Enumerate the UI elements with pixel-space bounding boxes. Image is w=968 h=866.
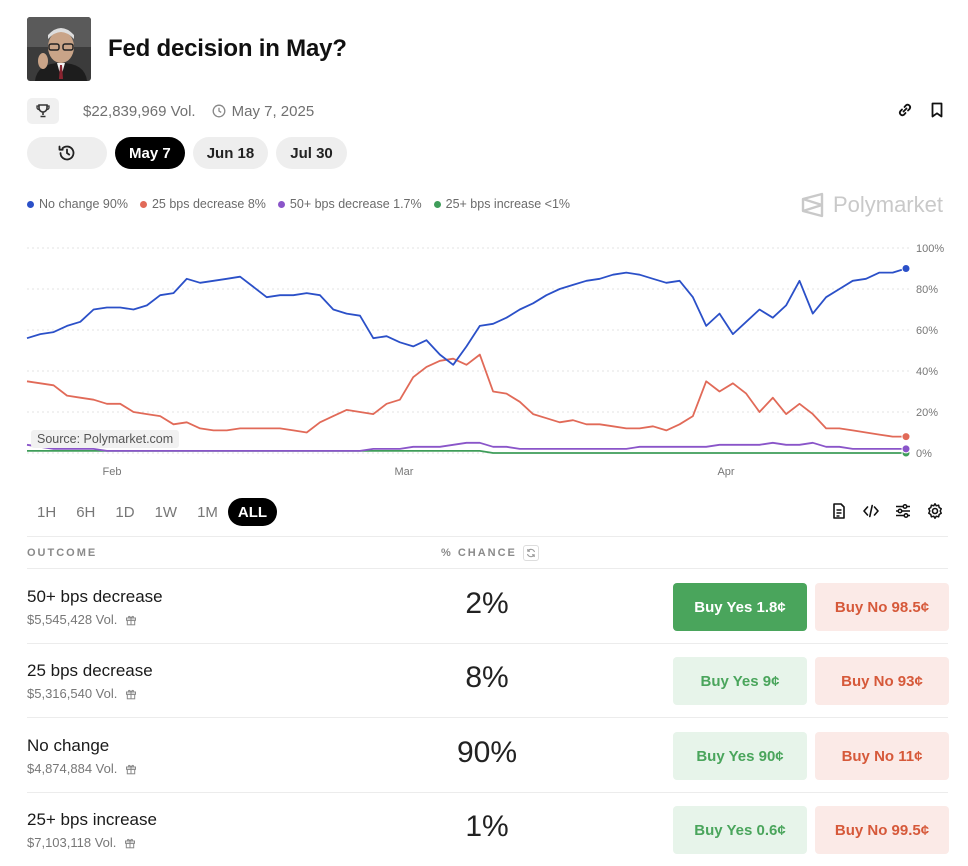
market-thumbnail xyxy=(27,17,91,81)
volume-text: $5,316,540 Vol. xyxy=(27,686,118,701)
range-all[interactable]: ALL xyxy=(227,498,278,526)
history-icon xyxy=(58,145,75,161)
legend-dot xyxy=(27,200,34,208)
outcome-volume: $5,545,428 Vol. xyxy=(27,612,137,627)
outcome-chance: 1% xyxy=(465,810,509,843)
range-1h[interactable]: 1H xyxy=(37,503,57,521)
embed-icon[interactable] xyxy=(862,502,880,525)
legend-dot xyxy=(433,200,441,208)
market-title: Fed decision in May? xyxy=(108,35,347,62)
outcome-volume: $4,874,884 Vol. xyxy=(27,761,137,776)
y-tick-label: 100% xyxy=(916,243,944,255)
date-tab-may-7[interactable]: May 7 xyxy=(115,137,185,169)
buy-yes-button[interactable]: Buy Yes 0.6¢ xyxy=(673,806,807,854)
chart-legend: No change 90% 25 bps decrease 8% 50+ bps… xyxy=(27,197,582,211)
x-tick-label: Apr xyxy=(717,466,734,478)
gift-icon[interactable] xyxy=(125,614,137,626)
header-actions xyxy=(896,101,946,124)
legend-label: 50+ bps decrease 1.7% xyxy=(289,197,422,211)
legend-dot xyxy=(277,200,285,208)
buy-yes-button[interactable]: Buy Yes 90¢ xyxy=(673,732,807,780)
outcome-column-header: OUTCOME xyxy=(27,546,98,559)
volume-text: $4,874,884 Vol. xyxy=(27,761,118,776)
legend-label: 25+ bps increase <1% xyxy=(445,197,571,211)
outcome-row-25-increase[interactable]: 25+ bps increase $7,103,118 Vol. 1% Buy … xyxy=(27,792,949,866)
outcome-row-25-decrease[interactable]: 25 bps decrease $5,316,540 Vol. 8% Buy Y… xyxy=(27,643,949,718)
series-line-no-change xyxy=(26,267,907,366)
legend-label: No change 90% xyxy=(39,197,128,211)
range-1w[interactable]: 1W xyxy=(154,503,178,521)
outcome-row-50-decrease[interactable]: 50+ bps decrease $5,545,428 Vol. 2% Buy … xyxy=(27,569,949,644)
outcome-volume: $7,103,118 Vol. xyxy=(27,835,136,850)
chance-column-header: % CHANCE xyxy=(441,544,539,561)
y-tick-label: 40% xyxy=(916,366,938,378)
series-line-25-bps-decrease xyxy=(26,353,906,438)
outcome-name: 25+ bps increase xyxy=(27,810,157,829)
outcome-name: 50+ bps decrease xyxy=(27,587,163,606)
polymarket-logo: Polymarket xyxy=(801,192,943,218)
refresh-icon[interactable] xyxy=(522,544,539,561)
buy-no-button[interactable]: Buy No 11¢ xyxy=(815,732,949,780)
outcome-volume: $5,316,540 Vol. xyxy=(27,686,137,701)
volume-text: $7,103,118 Vol. xyxy=(27,835,117,850)
outcome-name: No change xyxy=(27,736,110,755)
y-tick-label: 80% xyxy=(916,284,938,296)
market-header: Fed decision in May? xyxy=(27,17,347,81)
chance-header-label: % CHANCE xyxy=(441,546,517,559)
legend-label: 25 bps decrease 8% xyxy=(151,197,266,211)
buy-yes-button[interactable]: Buy Yes 1.8¢ xyxy=(673,583,807,631)
chart-tools xyxy=(830,502,944,525)
trophy-icon[interactable] xyxy=(27,98,59,124)
outcome-chance: 8% xyxy=(465,661,509,694)
series-end-point xyxy=(901,264,911,273)
gift-icon[interactable] xyxy=(125,688,137,700)
series-end-point xyxy=(901,444,911,454)
price-chart[interactable]: 100% 80% 60% 40% 20% 0% Feb Mar Apr xyxy=(0,228,968,488)
outcome-table-header: OUTCOME % CHANCE xyxy=(27,536,948,569)
settings-icon[interactable] xyxy=(926,502,944,525)
legend-dot xyxy=(139,200,147,208)
date-tab-jun-18[interactable]: Jun 18 xyxy=(192,137,269,169)
gift-icon[interactable] xyxy=(124,837,136,849)
market-meta: $22,839,969 Vol. May 7, 2025 xyxy=(27,97,314,125)
y-tick-label: 60% xyxy=(916,325,938,337)
buy-no-button[interactable]: Buy No 93¢ xyxy=(815,657,949,705)
y-tick-label: 20% xyxy=(916,407,938,419)
clock-icon xyxy=(212,104,226,118)
history-button[interactable] xyxy=(27,137,107,169)
sliders-icon[interactable] xyxy=(894,502,912,525)
x-tick-label: Feb xyxy=(103,466,122,478)
outcome-name: 25 bps decrease xyxy=(27,661,153,680)
series-line-50-bps-decrease xyxy=(26,441,906,452)
buy-no-button[interactable]: Buy No 99.5¢ xyxy=(815,806,949,854)
document-icon[interactable] xyxy=(830,502,848,525)
range-1m[interactable]: 1M xyxy=(197,503,218,521)
date-tab-jul-30[interactable]: Jul 30 xyxy=(276,137,347,169)
source-label: Source: Polymarket.com xyxy=(31,430,180,448)
outcome-chance: 90% xyxy=(456,736,518,769)
legend-item-50-decrease: 50+ bps decrease 1.7% xyxy=(277,197,422,211)
date-tabs: May 7 Jun 18 Jul 30 xyxy=(27,137,347,169)
bookmark-icon[interactable] xyxy=(928,101,946,124)
brand-name: Polymarket xyxy=(832,192,943,217)
buy-yes-button[interactable]: Buy Yes 9¢ xyxy=(673,657,807,705)
market-end-date: May 7, 2025 xyxy=(231,102,315,120)
legend-item-25-decrease: 25 bps decrease 8% xyxy=(139,197,266,211)
gift-icon[interactable] xyxy=(125,763,137,775)
polymarket-icon xyxy=(801,192,824,218)
outcome-row-no-change[interactable]: No change $4,874,884 Vol. 90% Buy Yes 90… xyxy=(27,718,949,793)
range-6h[interactable]: 6H xyxy=(76,503,96,521)
series-end-point xyxy=(901,432,911,442)
y-tick-label: 0% xyxy=(916,448,932,460)
link-icon[interactable] xyxy=(896,101,914,124)
x-tick-label: Mar xyxy=(395,466,414,478)
volume-text: $5,545,428 Vol. xyxy=(27,612,118,627)
legend-item-no-change: No change 90% xyxy=(27,197,128,211)
outcome-chance: 2% xyxy=(465,587,509,620)
legend-item-25-increase: 25+ bps increase <1% xyxy=(433,197,571,211)
buy-no-button[interactable]: Buy No 98.5¢ xyxy=(815,583,949,631)
range-1d[interactable]: 1D xyxy=(115,503,135,521)
time-range-selector: 1H 6H 1D 1W 1M ALL xyxy=(27,498,278,526)
market-volume: $22,839,969 Vol. xyxy=(83,102,196,120)
